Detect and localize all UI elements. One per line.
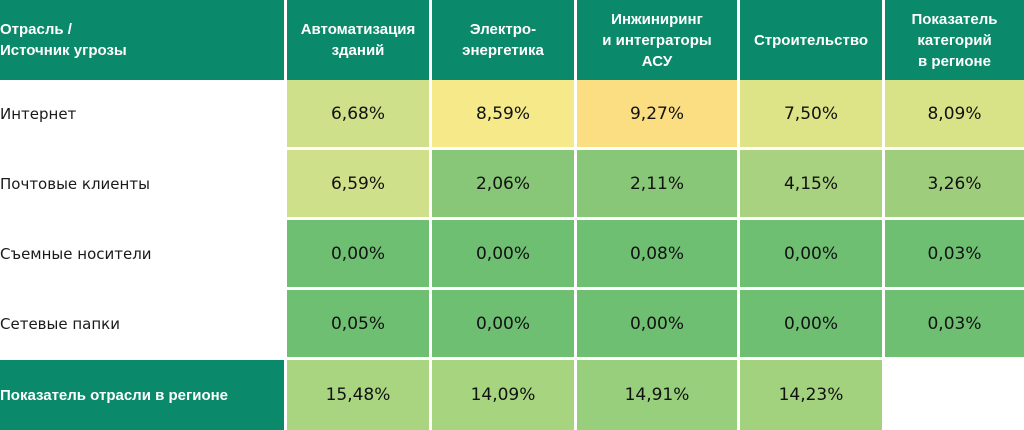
column-header-line: энергетика <box>462 42 544 59</box>
value-cell: 8,09% <box>885 80 1024 150</box>
corner-header: Отрасль / Источник угрозы <box>0 0 287 80</box>
footer-value-cell: 14,09% <box>432 360 577 430</box>
value-cell: 2,06% <box>432 150 577 220</box>
column-header-construction: Строительство <box>740 0 885 80</box>
footer-empty-cell <box>885 360 1024 430</box>
industry-total-row: Показатель отрасли в регионе 15,48% 14,0… <box>0 360 1024 430</box>
column-header-line: и интеграторы <box>602 31 712 49</box>
column-header-line: в регионе <box>918 52 991 70</box>
corner-header-line: Источник угрозы <box>0 42 127 59</box>
value-cell: 6,68% <box>287 80 432 150</box>
value-cell: 9,27% <box>577 80 740 150</box>
value-cell: 8,59% <box>432 80 577 150</box>
footer-label: Показатель отрасли в регионе <box>0 360 287 430</box>
value-cell: 4,15% <box>740 150 885 220</box>
column-header-region-category-index: Показатель категорий в регионе <box>885 0 1024 80</box>
column-header-line: Автоматизация <box>300 21 416 38</box>
threat-row-removable-media: Съемные носители 0,00% 0,00% 0,08% 0,00%… <box>0 220 1024 290</box>
row-label: Съемные носители <box>0 220 287 290</box>
corner-header-line: Отрасль / <box>0 21 72 38</box>
value-cell: 6,59% <box>287 150 432 220</box>
row-label: Сетевые папки <box>0 290 287 360</box>
column-header-line: категорий <box>917 31 992 49</box>
footer-value-cell: 14,91% <box>577 360 740 430</box>
value-cell: 0,03% <box>885 290 1024 360</box>
value-cell: 0,08% <box>577 220 740 290</box>
value-cell: 0,00% <box>740 290 885 360</box>
footer-value-cell: 15,48% <box>287 360 432 430</box>
value-cell: 0,00% <box>287 220 432 290</box>
value-cell: 0,03% <box>885 220 1024 290</box>
threat-row-internet: Интернет 6,68% 8,59% 9,27% 7,50% 8,09% <box>0 80 1024 150</box>
row-label: Почтовые клиенты <box>0 150 287 220</box>
value-cell: 3,26% <box>885 150 1024 220</box>
column-header-electric-power: Электро- энергетика <box>432 0 577 80</box>
threat-row-email-clients: Почтовые клиенты 6,59% 2,06% 2,11% 4,15%… <box>0 150 1024 220</box>
value-cell: 7,50% <box>740 80 885 150</box>
column-header-line: Строительство <box>753 31 869 49</box>
value-cell: 0,00% <box>432 220 577 290</box>
column-header-building-automation: Автоматизация зданий <box>287 0 432 80</box>
threat-row-network-folders: Сетевые папки 0,05% 0,00% 0,00% 0,00% 0,… <box>0 290 1024 360</box>
value-cell: 0,05% <box>287 290 432 360</box>
column-header-line: Инжиниринг <box>611 10 703 28</box>
column-header-line: АСУ <box>641 52 673 70</box>
footer-value-cell: 14,23% <box>740 360 885 430</box>
column-header-line: Показатель <box>911 10 998 28</box>
header-row: Отрасль / Источник угрозы Автоматизация … <box>0 0 1024 80</box>
value-cell: 0,00% <box>432 290 577 360</box>
value-cell: 0,00% <box>577 290 740 360</box>
column-header-line: Электро- <box>469 21 537 38</box>
column-header-line: зданий <box>331 42 385 59</box>
value-cell: 2,11% <box>577 150 740 220</box>
row-label: Интернет <box>0 80 287 150</box>
column-header-engineering-integrators: Инжиниринг и интеграторы АСУ <box>577 0 740 80</box>
value-cell: 0,00% <box>740 220 885 290</box>
